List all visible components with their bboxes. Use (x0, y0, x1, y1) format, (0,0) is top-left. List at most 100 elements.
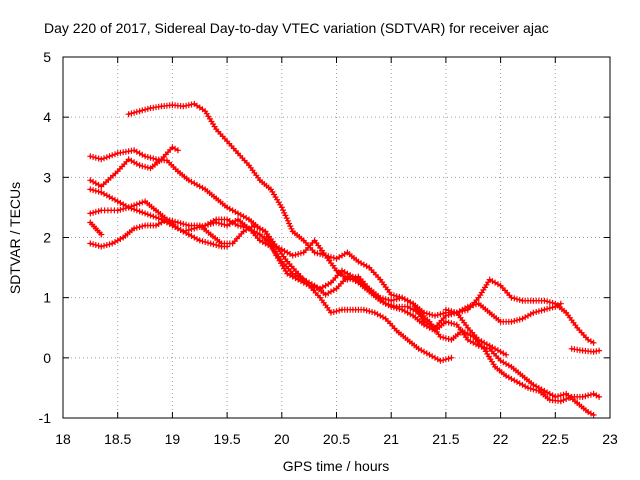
data-point (592, 350, 595, 353)
series-track-g (87, 216, 231, 250)
plot-series (87, 100, 603, 418)
data-point (269, 245, 273, 248)
data-point (504, 374, 508, 378)
data-point (433, 329, 437, 332)
data-point (515, 380, 519, 384)
data-point (586, 338, 590, 341)
data-point (171, 103, 174, 107)
x-tick-label: 20.5 (323, 431, 350, 447)
data-point (379, 278, 382, 281)
data-point (258, 233, 262, 236)
data-point (488, 278, 491, 281)
y-tick-label: 3 (43, 169, 51, 185)
data-point (390, 299, 393, 302)
data-point (554, 395, 557, 399)
data-point (280, 260, 283, 263)
data-point (160, 158, 163, 161)
data-point (592, 341, 595, 344)
data-point (318, 296, 322, 299)
data-point (597, 349, 601, 352)
data-point (127, 113, 130, 116)
series-track-a (125, 100, 597, 346)
data-point (351, 308, 355, 311)
data-point (193, 102, 196, 106)
data-point-marks (442, 300, 564, 325)
data-point (472, 335, 475, 338)
data-point (165, 159, 169, 162)
data-point (335, 269, 338, 272)
data-point (570, 347, 573, 350)
series-track-h (202, 216, 597, 418)
data-point (122, 236, 125, 239)
data-point (149, 106, 152, 110)
data-point (581, 349, 584, 352)
data-point (368, 266, 371, 269)
data-point (559, 302, 562, 305)
data-point (160, 105, 163, 108)
data-point (329, 281, 333, 284)
data-point (335, 257, 338, 260)
data-point (477, 302, 480, 305)
data-point (586, 410, 590, 414)
data-point (543, 299, 546, 302)
data-point (215, 221, 218, 224)
data-point (204, 188, 207, 191)
data-point (493, 365, 497, 369)
y-tick-label: -1 (39, 410, 52, 426)
x-axis-label: GPS time / hours (283, 458, 390, 474)
y-tick-label: 5 (43, 49, 51, 65)
chart-title: Day 220 of 2017, Sidereal Day-to-day VTE… (44, 20, 549, 36)
data-point (116, 209, 119, 212)
data-point (444, 314, 448, 317)
data-point (154, 209, 158, 212)
data-point (209, 242, 212, 245)
y-tick-label: 4 (43, 109, 51, 125)
grid (63, 57, 610, 418)
data-point (581, 395, 584, 399)
data-point (379, 299, 382, 302)
data-point (302, 239, 305, 242)
data-point (209, 233, 212, 236)
y-tick-label: 0 (43, 350, 51, 366)
data-point (411, 314, 415, 317)
x-tick-label: 23 (602, 431, 618, 447)
data-point-marks (87, 147, 455, 364)
data-point (357, 281, 360, 284)
data-point (357, 275, 360, 278)
data-point (406, 305, 409, 308)
series-track-i (442, 300, 564, 325)
data-point (143, 200, 147, 203)
data-point (428, 353, 431, 356)
data-point (280, 206, 283, 209)
data-point (543, 389, 546, 393)
data-point (182, 105, 185, 108)
data-point (346, 275, 349, 278)
data-point (291, 230, 294, 233)
data-point (264, 230, 267, 233)
data-point (253, 224, 256, 227)
data-point (143, 224, 147, 227)
data-point (488, 347, 491, 350)
data-point (236, 212, 240, 215)
data-point (286, 272, 289, 275)
data-point (116, 200, 119, 203)
data-point (450, 338, 453, 341)
data-point (89, 212, 92, 215)
data-point (89, 188, 92, 191)
data-point (597, 395, 601, 399)
data-point (411, 302, 415, 305)
data-point (510, 296, 513, 299)
data-point (187, 233, 190, 236)
data-point (499, 320, 502, 323)
data-point (373, 311, 376, 314)
data-point (559, 400, 562, 403)
data-point (346, 251, 349, 254)
data-point (89, 221, 92, 224)
data-point (428, 320, 431, 323)
data-point (510, 320, 513, 323)
data-point (225, 218, 229, 221)
data-point (450, 356, 453, 359)
data-point (504, 353, 508, 356)
data-point (526, 386, 530, 390)
data-point (100, 185, 103, 188)
